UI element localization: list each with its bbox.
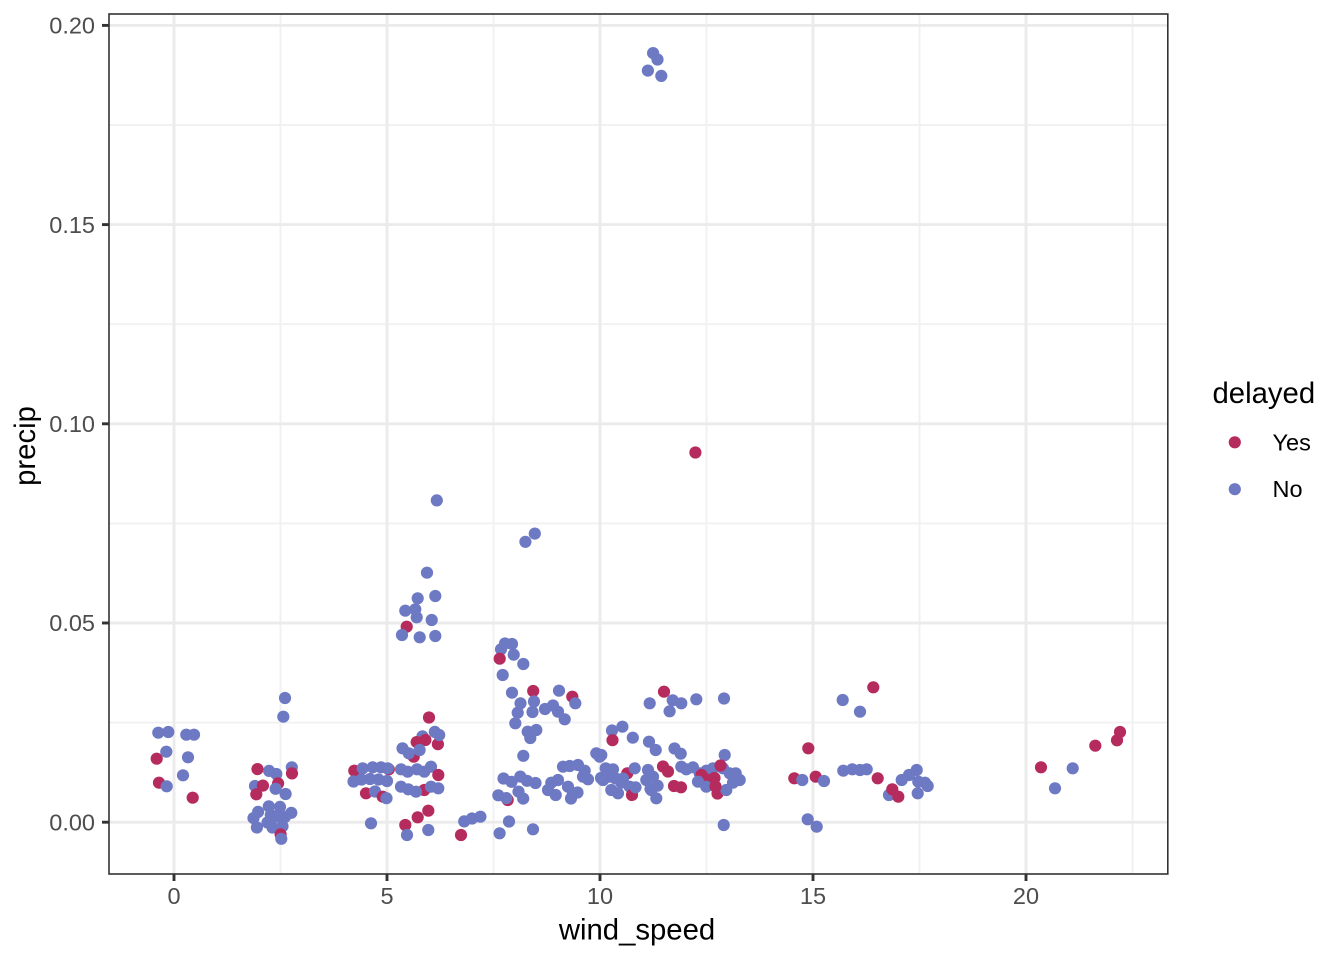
svg-text:0.00: 0.00 (49, 809, 95, 835)
svg-text:0.20: 0.20 (49, 13, 95, 39)
svg-text:0.10: 0.10 (49, 411, 95, 437)
svg-text:wind_speed: wind_speed (558, 914, 715, 947)
svg-text:0.15: 0.15 (49, 212, 95, 238)
svg-text:10: 10 (587, 883, 613, 909)
svg-text:20: 20 (1013, 883, 1039, 909)
svg-text:precip: precip (9, 406, 42, 486)
svg-text:0: 0 (167, 883, 180, 909)
svg-text:0.05: 0.05 (49, 610, 95, 636)
svg-text:Yes: Yes (1273, 429, 1311, 455)
svg-text:5: 5 (380, 883, 393, 909)
svg-text:No: No (1273, 476, 1303, 502)
svg-text:delayed: delayed (1213, 377, 1316, 410)
svg-text:15: 15 (800, 883, 826, 909)
